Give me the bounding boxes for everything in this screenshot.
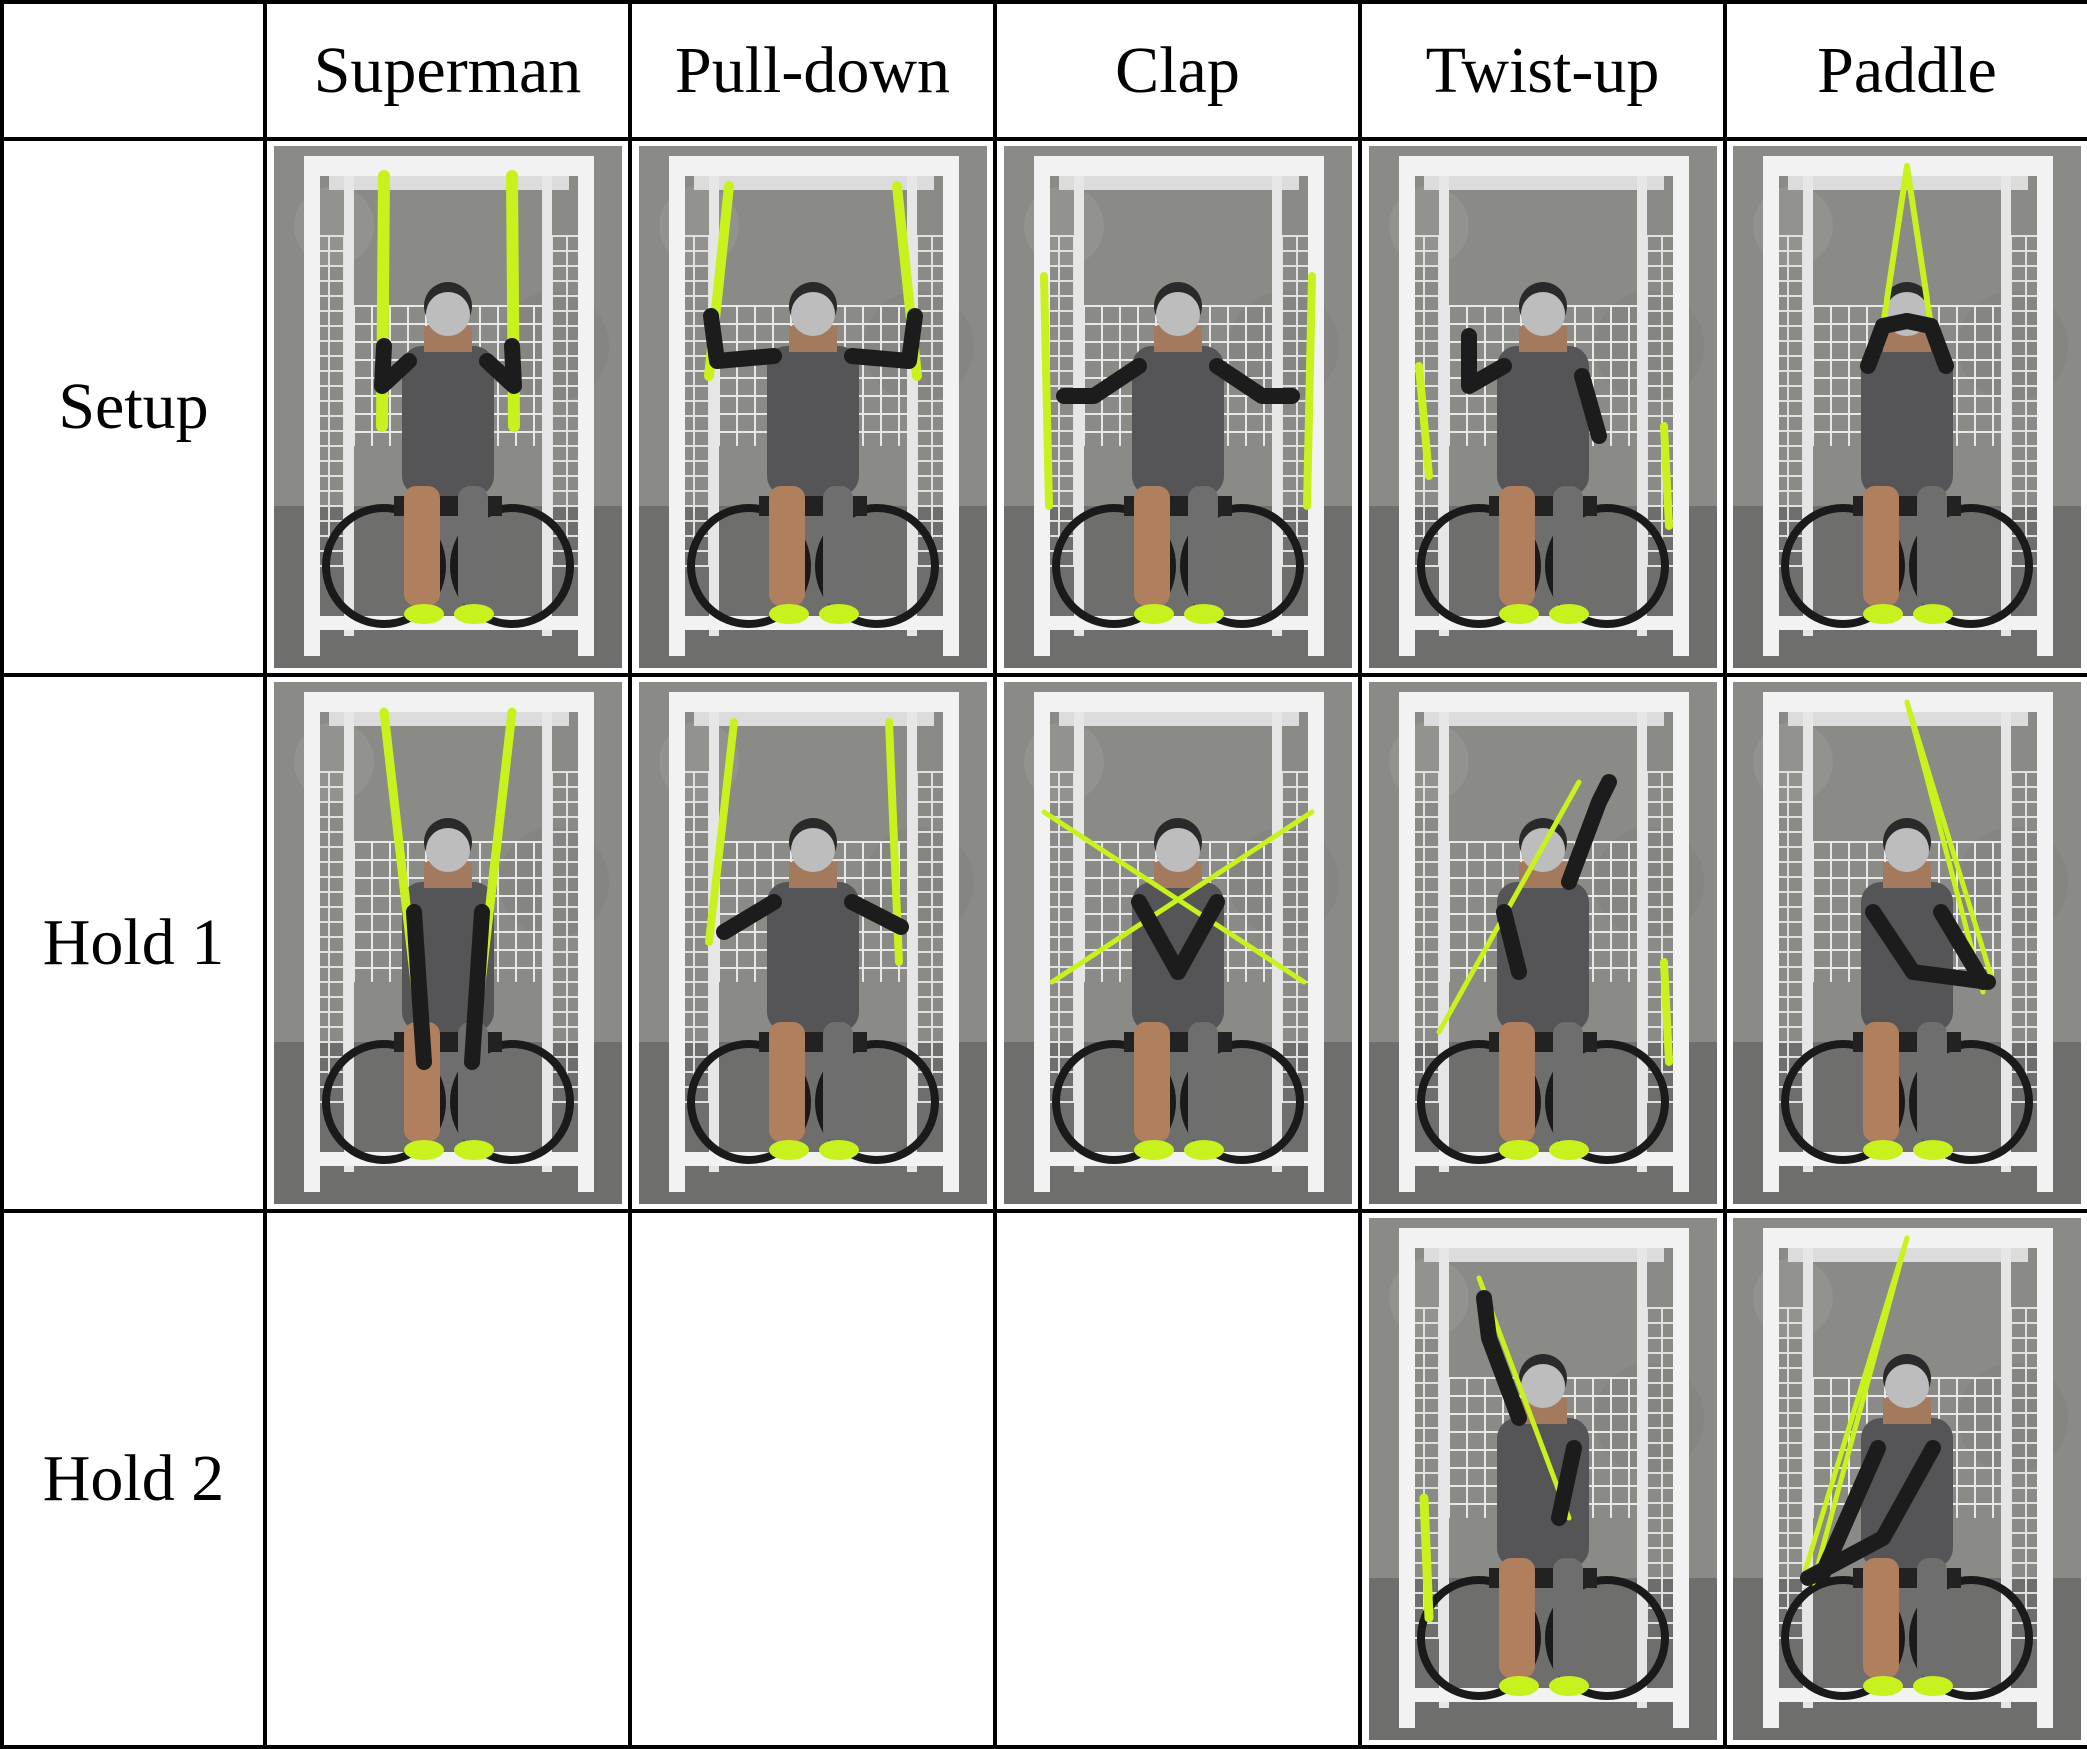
row-hold-2: Hold 2 (0, 1209, 2087, 1749)
cell-paddle-setup (1723, 137, 2087, 677)
row-label-hold-2: Hold 2 (0, 1209, 267, 1749)
cell-superman-hold-2-empty (263, 1209, 632, 1749)
row-label-setup: Setup (0, 137, 267, 677)
header-row: Superman Pull-down Clap Twist-up Paddle (0, 0, 2087, 141)
cell-pull-down-hold-1 (628, 673, 997, 1213)
cell-superman-hold-1 (263, 673, 632, 1213)
photo-paddle-setup-icon (1733, 146, 2081, 668)
photo-clap-setup-icon (1003, 146, 1352, 668)
row-setup: Setup (0, 137, 2087, 677)
cell-pull-down-hold-2-empty (628, 1209, 997, 1749)
photo-pull-down-hold-1-icon (638, 682, 987, 1204)
photo-superman-setup-icon (273, 146, 622, 668)
photo-twist-up-setup-icon (1368, 146, 1717, 668)
header-clap: Clap (993, 0, 1362, 141)
row-hold-1: Hold 1 (0, 673, 2087, 1213)
header-paddle: Paddle (1723, 0, 2087, 141)
header-superman: Superman (263, 0, 632, 141)
cell-paddle-hold-2 (1723, 1209, 2087, 1749)
cell-paddle-hold-1 (1723, 673, 2087, 1213)
row-label-hold-1: Hold 1 (0, 673, 267, 1213)
cell-twist-up-setup (1358, 137, 1727, 677)
header-twist-up: Twist-up (1358, 0, 1727, 141)
photo-twist-up-hold-1-icon (1368, 682, 1717, 1204)
cell-clap-setup (993, 137, 1362, 677)
cell-twist-up-hold-1 (1358, 673, 1727, 1213)
cell-pull-down-setup (628, 137, 997, 677)
header-pull-down: Pull-down (628, 0, 997, 141)
cell-clap-hold-2-empty (993, 1209, 1362, 1749)
cell-clap-hold-1 (993, 673, 1362, 1213)
photo-twist-up-hold-2-icon (1368, 1218, 1717, 1740)
cell-twist-up-hold-2 (1358, 1209, 1727, 1749)
photo-superman-hold-1-icon (273, 682, 622, 1204)
header-corner (0, 0, 267, 141)
photo-paddle-hold-1-icon (1733, 682, 2081, 1204)
cell-superman-setup (263, 137, 632, 677)
photo-pull-down-setup-icon (638, 146, 987, 668)
photo-clap-hold-1-icon (1003, 682, 1352, 1204)
photo-paddle-hold-2-icon (1733, 1218, 2081, 1740)
